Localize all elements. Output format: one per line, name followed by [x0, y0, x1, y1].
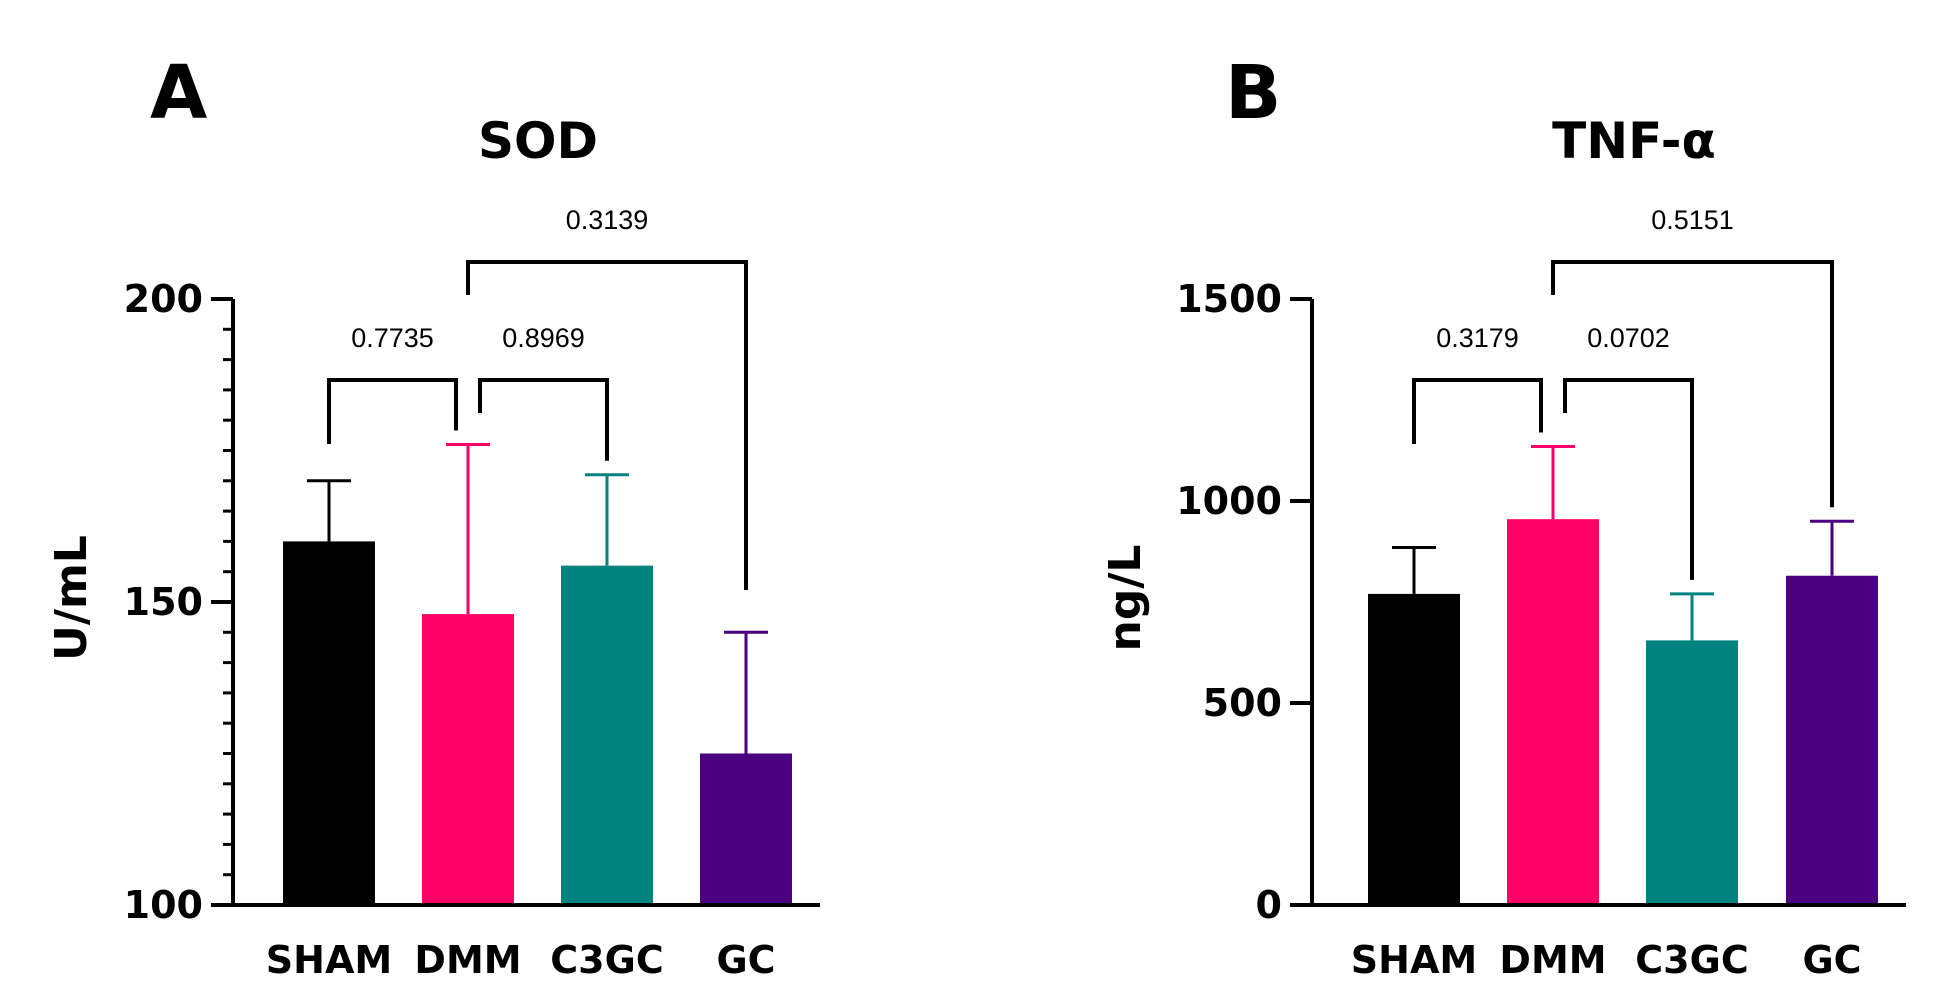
x-tick-label-gc: GC — [1802, 938, 1861, 982]
significance-bracket-1 — [1412, 378, 1543, 444]
bar-gc — [700, 753, 792, 905]
significance-bracket-2 — [478, 378, 609, 461]
y-tick-label: 1000 — [1176, 479, 1282, 523]
p-value-label-2: 0.8969 — [502, 323, 585, 353]
x-tick-label-dmm: DMM — [414, 938, 521, 982]
y-axis-label-tnf: ng/L — [1100, 545, 1151, 652]
x-tick-label-sham: SHAM — [1351, 938, 1477, 982]
chart-title-tnf: TNF-α — [1552, 112, 1716, 170]
significance-bracket-2 — [1563, 378, 1694, 580]
y-tick-label: 150 — [124, 580, 203, 624]
bar-c3gc — [1646, 640, 1738, 905]
x-tick-label-gc: GC — [716, 938, 775, 982]
x-tick-label-sham: SHAM — [266, 938, 392, 982]
significance-bracket-1 — [327, 378, 458, 444]
chart-panel-b: B TNF-α ng/L 0 500 1000 1500 SHAM DMM C3GC GC 0.… — [1100, 50, 1906, 982]
panel-letter-b: B — [1225, 50, 1281, 136]
y-tick-label: 500 — [1203, 681, 1282, 725]
x-tick-label-dmm: DMM — [1499, 938, 1606, 982]
y-tick-label: 0 — [1256, 883, 1282, 927]
significance-bracket-3 — [1551, 260, 1834, 508]
p-value-label-1: 0.7735 — [351, 323, 434, 353]
chart-panel-a: A SOD U/mL 100 150 200 SHAM DMM C3GC GC 0.7735 0… — [46, 50, 820, 982]
p-value-label-3: 0.3139 — [566, 205, 649, 235]
bar-sham — [1368, 593, 1460, 905]
chart-title-sod: SOD — [478, 112, 598, 170]
x-tick-label-c3gc: C3GC — [1635, 938, 1748, 982]
p-value-label-2: 0.0702 — [1587, 323, 1670, 353]
p-value-label-1: 0.3179 — [1436, 323, 1519, 353]
x-tick-label-c3gc: C3GC — [550, 938, 663, 982]
panel-letter-a: A — [150, 50, 207, 136]
bar-dmm — [1507, 519, 1599, 905]
y-tick-label: 200 — [124, 277, 203, 321]
bar-gc — [1786, 575, 1878, 905]
y-tick-label: 100 — [124, 883, 203, 927]
y-tick-label: 1500 — [1176, 277, 1282, 321]
y-axis-label-sod: U/mL — [46, 535, 97, 661]
bar-dmm — [422, 614, 514, 905]
significance-bracket-3 — [466, 260, 748, 590]
p-value-label-3: 0.5151 — [1651, 205, 1734, 235]
bar-sham — [283, 541, 375, 905]
bar-c3gc — [561, 565, 653, 905]
